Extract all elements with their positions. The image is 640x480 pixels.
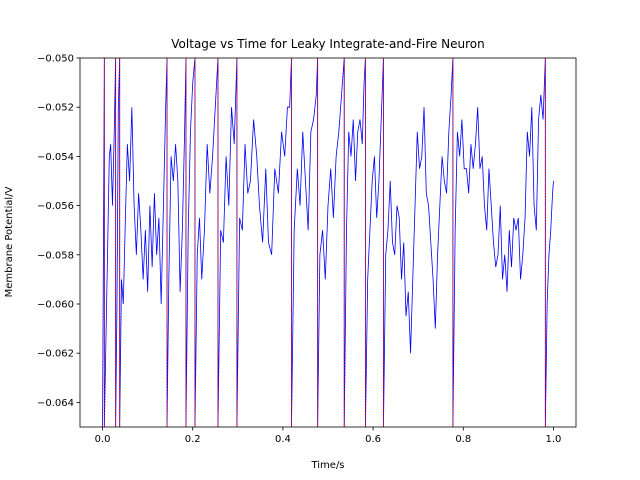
chart-title: Voltage vs Time for Leaky Integrate-and-… (171, 37, 484, 51)
voltage-line (102, 58, 554, 427)
y-tick-label: −0.064 (37, 398, 74, 409)
y-tick-label: −0.052 (37, 103, 74, 114)
y-tick-label: −0.062 (37, 349, 74, 360)
x-tick-label: 1.0 (546, 434, 562, 445)
y-tick-label: −0.054 (37, 152, 74, 163)
y-axis-label: Membrane Potential/V (4, 186, 15, 297)
x-tick-label: 0.6 (365, 434, 381, 445)
y-tick-label: −0.056 (37, 201, 74, 212)
x-tick-label: 0.8 (455, 434, 471, 445)
y-tick-label: −0.058 (37, 250, 74, 261)
x-tick-label: 0.0 (95, 434, 111, 445)
x-axis-label: Time/s (310, 460, 344, 471)
plot-area (102, 58, 554, 427)
x-tick-label: 0.2 (185, 434, 201, 445)
x-tick-label: 0.4 (275, 434, 291, 445)
y-tick-label: −0.050 (37, 54, 74, 65)
y-tick-label: −0.060 (37, 300, 74, 311)
axes-frame (79, 57, 577, 428)
